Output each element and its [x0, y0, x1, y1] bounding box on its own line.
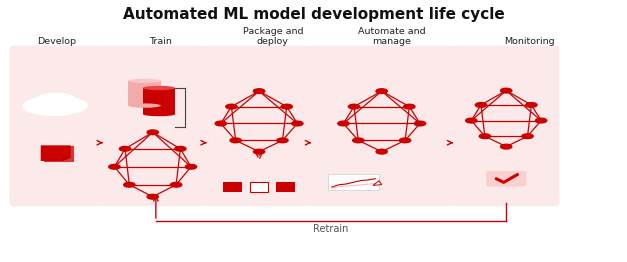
Bar	[44, 146, 74, 162]
Text: Automated ML model development life cycle: Automated ML model development life cycl…	[123, 7, 504, 22]
Circle shape	[52, 98, 87, 113]
Circle shape	[466, 118, 477, 123]
Bar	[129, 81, 161, 106]
Circle shape	[500, 144, 512, 149]
Circle shape	[175, 146, 186, 151]
Circle shape	[23, 99, 61, 114]
Circle shape	[171, 182, 182, 187]
Bar	[250, 182, 268, 192]
Circle shape	[34, 93, 78, 111]
Circle shape	[399, 138, 411, 143]
Circle shape	[253, 149, 265, 154]
Polygon shape	[63, 157, 71, 161]
Ellipse shape	[143, 112, 175, 116]
Text: Train: Train	[149, 37, 172, 46]
Circle shape	[253, 89, 265, 94]
Circle shape	[404, 104, 415, 109]
Circle shape	[277, 138, 288, 143]
FancyBboxPatch shape	[453, 46, 559, 206]
Circle shape	[147, 194, 159, 199]
Circle shape	[147, 130, 159, 135]
Text: Monitoring: Monitoring	[504, 37, 555, 46]
Circle shape	[186, 165, 197, 169]
Circle shape	[281, 104, 292, 109]
Bar	[223, 182, 242, 192]
Text: Develop: Develop	[38, 37, 76, 46]
Text: Retrain: Retrain	[314, 224, 349, 234]
Polygon shape	[41, 145, 71, 161]
Circle shape	[376, 149, 387, 154]
Circle shape	[535, 118, 547, 123]
FancyBboxPatch shape	[9, 46, 104, 206]
Circle shape	[352, 138, 364, 143]
Bar	[143, 88, 175, 114]
Circle shape	[376, 89, 387, 94]
Circle shape	[109, 165, 120, 169]
Text: Package and
deploy: Package and deploy	[243, 27, 303, 46]
Circle shape	[526, 103, 537, 107]
Circle shape	[475, 103, 487, 107]
Circle shape	[47, 104, 75, 115]
Text: Automate and
manage: Automate and manage	[358, 27, 426, 46]
Circle shape	[215, 121, 226, 126]
Circle shape	[119, 146, 130, 151]
Circle shape	[37, 105, 62, 115]
Ellipse shape	[129, 103, 161, 108]
Circle shape	[522, 134, 533, 139]
Circle shape	[414, 121, 426, 126]
Circle shape	[500, 88, 512, 93]
FancyBboxPatch shape	[310, 46, 455, 206]
Circle shape	[124, 182, 135, 187]
Circle shape	[292, 121, 303, 126]
Circle shape	[338, 121, 349, 126]
Circle shape	[349, 104, 360, 109]
Bar	[328, 174, 379, 190]
FancyBboxPatch shape	[101, 46, 208, 206]
Ellipse shape	[129, 79, 161, 83]
FancyBboxPatch shape	[486, 171, 526, 187]
Circle shape	[230, 138, 241, 143]
FancyBboxPatch shape	[205, 46, 312, 206]
Bar	[276, 182, 295, 192]
Circle shape	[226, 104, 237, 109]
Circle shape	[479, 134, 490, 139]
Ellipse shape	[143, 86, 175, 90]
